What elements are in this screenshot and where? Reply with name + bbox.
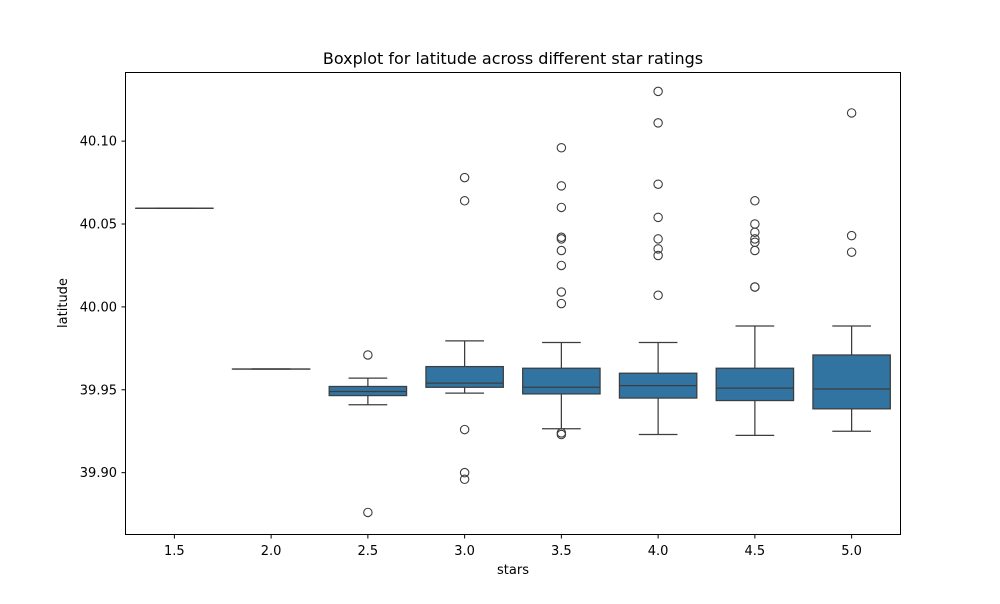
outlier-point bbox=[557, 246, 565, 254]
x-tick-label: 4.5 bbox=[745, 544, 766, 559]
box-5-0 bbox=[813, 355, 890, 409]
outlier-point bbox=[364, 508, 372, 516]
y-tick-label: 40.05 bbox=[80, 218, 117, 233]
outlier-point bbox=[557, 288, 565, 296]
y-tick-label: 40.10 bbox=[80, 135, 117, 150]
outlier-point bbox=[751, 283, 759, 291]
outlier-point bbox=[654, 180, 662, 188]
chart-title: Boxplot for latitude across different st… bbox=[323, 49, 703, 68]
outlier-point bbox=[847, 231, 855, 239]
y-tick-label: 40.00 bbox=[80, 300, 117, 315]
outlier-point bbox=[364, 351, 372, 359]
box-4-5 bbox=[716, 368, 793, 400]
outlier-point bbox=[751, 246, 759, 254]
outlier-point bbox=[557, 261, 565, 269]
outlier-point bbox=[654, 119, 662, 127]
y-axis-label: latitude bbox=[56, 278, 71, 328]
y-tick-label: 39.95 bbox=[80, 383, 117, 398]
outlier-point bbox=[557, 203, 565, 211]
box-3-0 bbox=[426, 367, 503, 388]
x-tick-label: 3.0 bbox=[454, 544, 475, 559]
plot-area bbox=[136, 87, 891, 516]
y-tick-label: 39.90 bbox=[80, 466, 117, 481]
outlier-point bbox=[847, 109, 855, 117]
outlier-point bbox=[460, 197, 468, 205]
outlier-point bbox=[654, 291, 662, 299]
outlier-point bbox=[847, 248, 855, 256]
x-tick-label: 3.5 bbox=[551, 544, 572, 559]
outlier-point bbox=[654, 235, 662, 243]
outlier-point bbox=[557, 144, 565, 152]
outlier-point bbox=[654, 87, 662, 95]
x-tick-label: 2.0 bbox=[261, 544, 282, 559]
outlier-point bbox=[557, 182, 565, 190]
outlier-point bbox=[751, 220, 759, 228]
outlier-point bbox=[460, 173, 468, 181]
x-tick-label: 4.0 bbox=[648, 544, 669, 559]
x-tick-label: 5.0 bbox=[841, 544, 862, 559]
box-3-5 bbox=[523, 368, 600, 394]
outlier-point bbox=[557, 299, 565, 307]
plot-frame bbox=[126, 73, 901, 535]
x-axis-label: stars bbox=[497, 563, 529, 578]
outlier-point bbox=[654, 213, 662, 221]
outlier-point bbox=[460, 425, 468, 433]
outlier-point bbox=[751, 197, 759, 205]
x-tick-label: 2.5 bbox=[358, 544, 379, 559]
x-tick-label: 1.5 bbox=[164, 544, 185, 559]
